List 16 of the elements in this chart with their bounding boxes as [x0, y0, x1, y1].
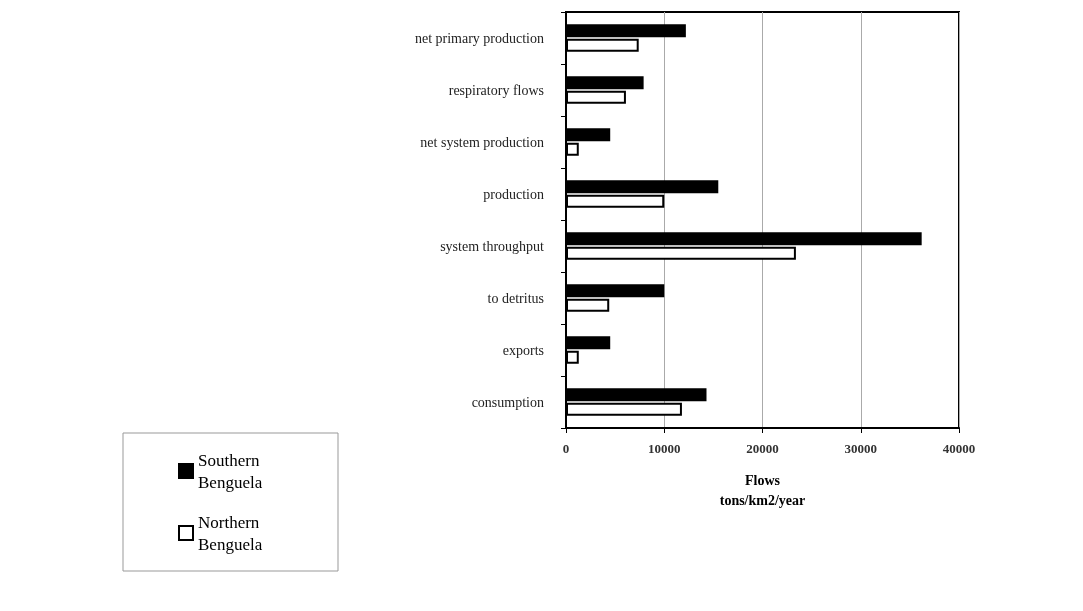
x-tick-label: 20000 — [746, 441, 779, 456]
x-tick-label: 30000 — [844, 441, 877, 456]
y-tick-label: exports — [502, 342, 544, 358]
x-tick-label: 40000 — [942, 441, 976, 456]
x-tick-label: 10000 — [648, 441, 681, 456]
y-tick-label: respiratory flows — [448, 82, 544, 98]
y-tick-label: net system production — [420, 134, 544, 150]
legend-label: Northern Benguela — [198, 512, 264, 554]
x-tick-label: 0 — [562, 441, 570, 456]
y-tick-label: net primary production — [414, 30, 544, 46]
y-tick-label: to detritus — [487, 290, 544, 306]
y-tick-label: system throughput — [440, 238, 545, 254]
x-axis-title: Flows tons/km2/year — [719, 472, 806, 508]
legend-label: Southern Benguela — [198, 450, 264, 492]
y-tick-label: consumption — [471, 394, 544, 410]
y-tick-label: production — [483, 186, 544, 202]
